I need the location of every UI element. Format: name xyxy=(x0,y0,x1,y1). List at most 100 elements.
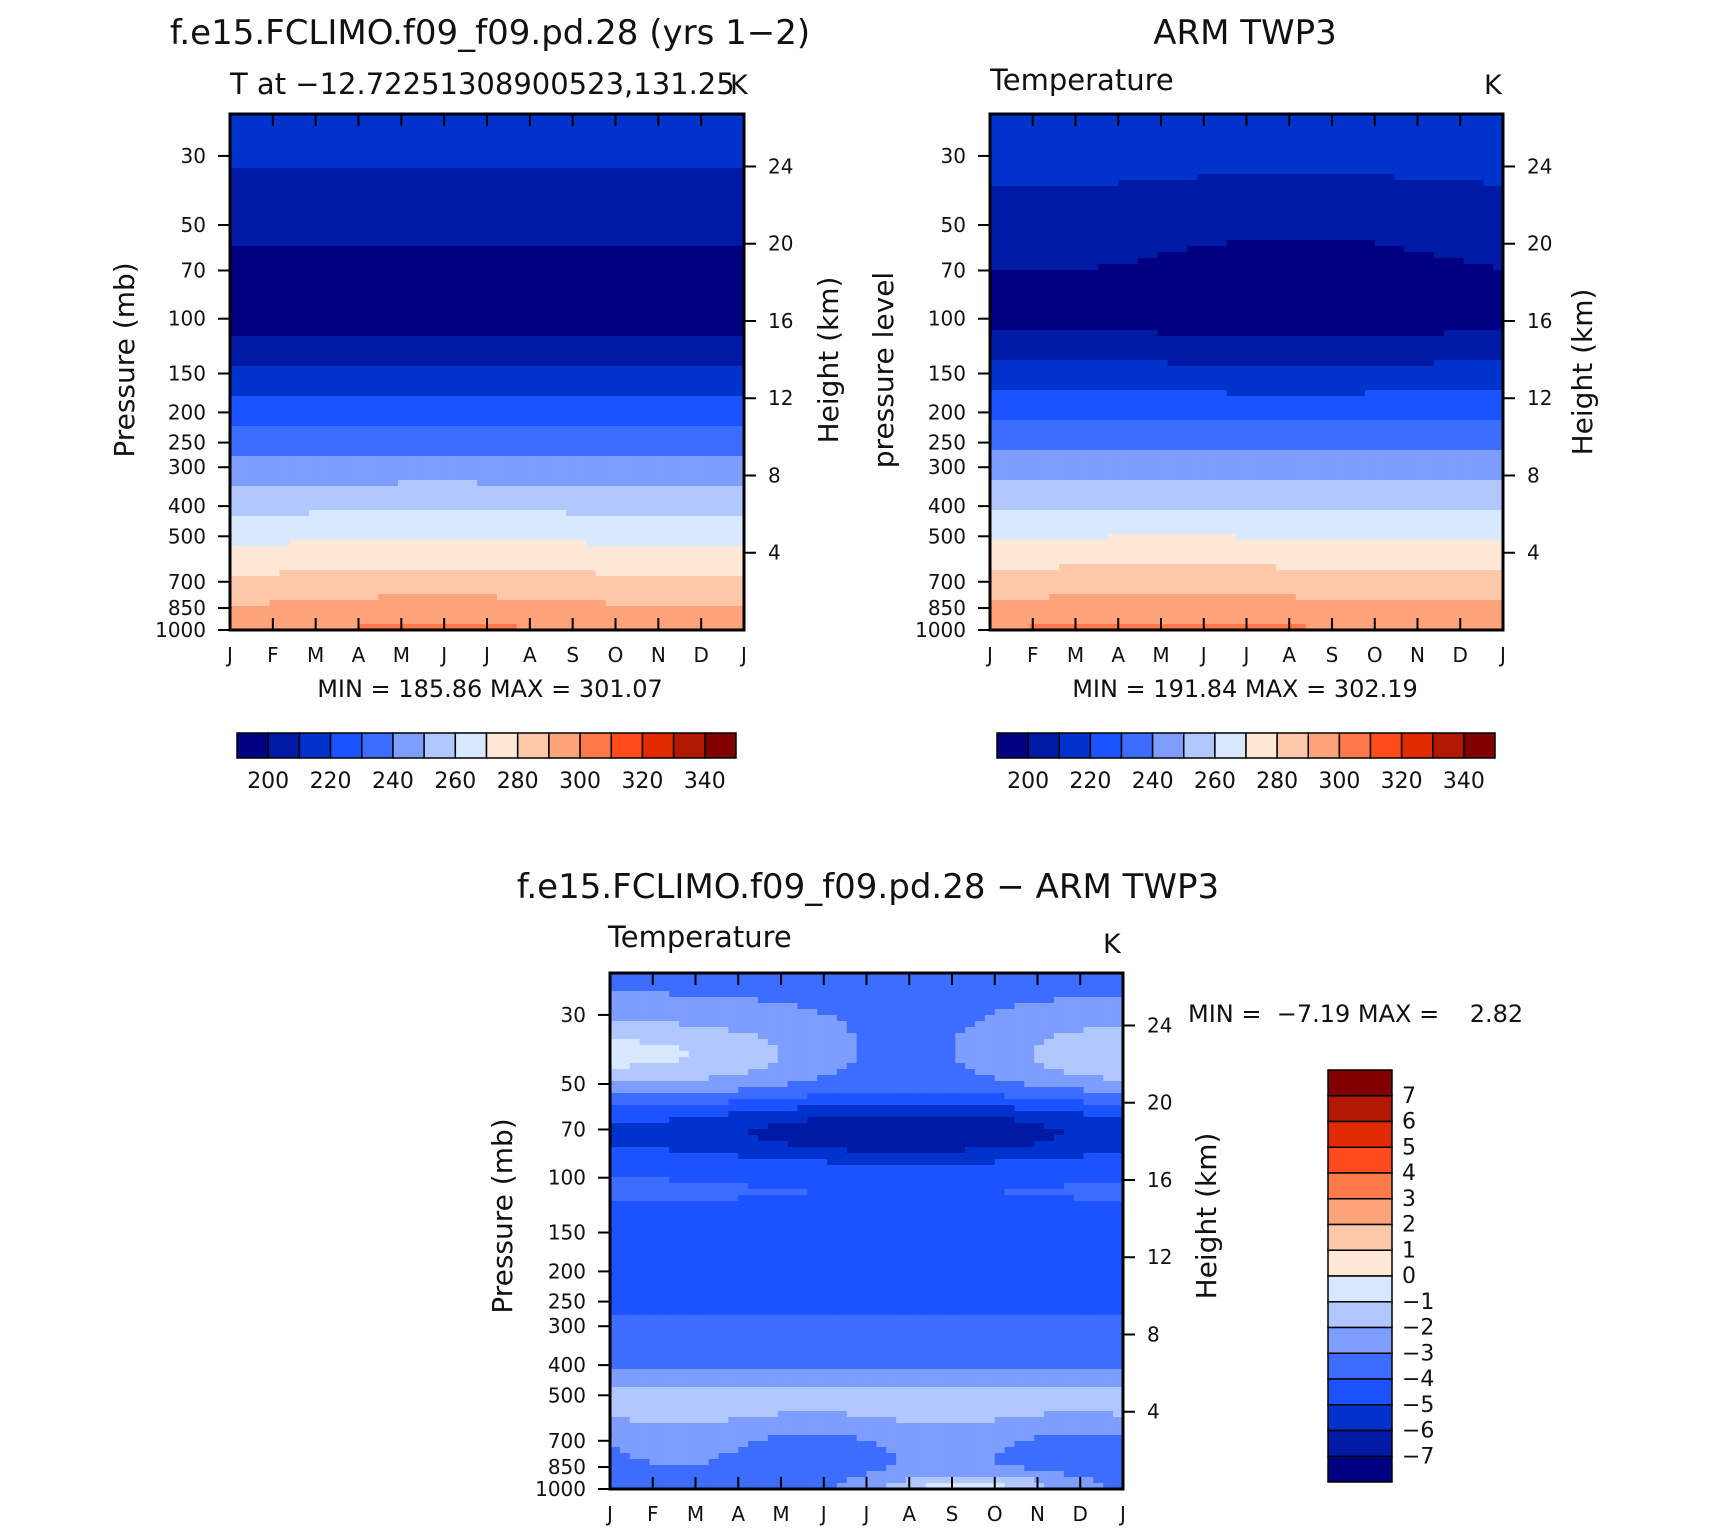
contour-cell xyxy=(477,270,487,277)
contour-cell xyxy=(438,408,448,415)
contour-cell xyxy=(309,354,319,361)
contour-cell xyxy=(378,210,388,217)
contour-cell xyxy=(378,276,388,283)
contour-cell xyxy=(625,462,635,469)
contour-cell xyxy=(230,474,240,481)
contour-cell xyxy=(368,444,378,451)
contour-cell xyxy=(378,282,388,289)
contour-cell xyxy=(527,144,537,151)
contour-cell xyxy=(556,168,566,175)
contour-cell xyxy=(1138,144,1148,151)
contour-cell xyxy=(438,180,448,187)
contour-cell xyxy=(586,270,596,277)
contour-cell xyxy=(349,294,359,301)
contour-cell xyxy=(566,348,576,355)
contour-cell xyxy=(359,216,369,223)
contour-cell xyxy=(240,264,250,271)
contour-cell xyxy=(616,474,626,481)
contour-cell xyxy=(368,324,378,331)
contour-cell xyxy=(309,348,319,355)
contour-cell xyxy=(418,288,428,295)
contour-cell xyxy=(675,306,685,313)
contour-cell xyxy=(635,510,645,517)
contour-cell xyxy=(438,474,448,481)
contour-cell xyxy=(368,210,378,217)
contour-cell xyxy=(418,396,428,403)
contour-cell xyxy=(388,420,398,427)
contour-cell xyxy=(467,330,477,337)
contour-cell xyxy=(556,402,566,409)
contour-cell xyxy=(388,138,398,145)
contour-cell xyxy=(329,510,339,517)
contour-cell xyxy=(359,600,369,607)
contour-cell xyxy=(368,438,378,445)
contour-cell xyxy=(457,546,467,553)
contour-cell xyxy=(507,558,517,565)
contour-cell xyxy=(339,420,349,427)
contour-cell xyxy=(349,150,359,157)
contour-cell xyxy=(527,216,537,223)
contour-cell xyxy=(299,210,309,217)
contour-cell xyxy=(714,162,724,169)
contour-cell xyxy=(655,366,665,373)
contour-cell xyxy=(339,558,349,565)
contour-cell xyxy=(645,138,655,145)
colorbar-box xyxy=(237,733,268,758)
contour-cell xyxy=(270,222,280,229)
contour-cell xyxy=(289,336,299,343)
contour-cell xyxy=(586,174,596,181)
contour-cell xyxy=(339,258,349,265)
contour-cell xyxy=(566,240,576,247)
contour-cell xyxy=(556,588,566,595)
contour-cell xyxy=(645,198,655,205)
contour-cell xyxy=(645,246,655,253)
contour-cell xyxy=(1247,126,1257,133)
contour-cell xyxy=(457,576,467,583)
contour-cell xyxy=(388,474,398,481)
contour-cell xyxy=(625,570,635,577)
contour-cell xyxy=(586,570,596,577)
contour-cell xyxy=(576,288,586,295)
contour-cell xyxy=(675,348,685,355)
contour-cell xyxy=(536,330,546,337)
contour-cell xyxy=(398,294,408,301)
contour-cell xyxy=(704,132,714,139)
contour-cell xyxy=(260,426,270,433)
contour-cell xyxy=(616,216,626,223)
contour-cell xyxy=(309,138,319,145)
contour-cell xyxy=(714,498,724,505)
contour-cell xyxy=(457,402,467,409)
contour-cell xyxy=(566,276,576,283)
contour-cell xyxy=(230,378,240,385)
contour-cell xyxy=(447,588,457,595)
contour-cell xyxy=(527,222,537,229)
contour-cell xyxy=(428,156,438,163)
contour-cell xyxy=(517,258,527,265)
contour-cell xyxy=(408,552,418,559)
contour-cell xyxy=(655,246,665,253)
contour-cell xyxy=(1128,120,1138,127)
contour-cell xyxy=(724,306,734,313)
contour-cell xyxy=(566,402,576,409)
contour-cell xyxy=(240,504,250,511)
contour-fill xyxy=(230,114,745,631)
contour-cell xyxy=(250,402,260,409)
contour-cell xyxy=(260,186,270,193)
contour-cell xyxy=(398,474,408,481)
contour-cell xyxy=(1404,150,1414,157)
contour-cell xyxy=(606,342,616,349)
contour-cell xyxy=(724,510,734,517)
contour-cell xyxy=(536,444,546,451)
contour-cell xyxy=(576,252,586,259)
contour-cell xyxy=(329,216,339,223)
contour-cell xyxy=(230,384,240,391)
contour-cell xyxy=(576,360,586,367)
contour-cell xyxy=(260,246,270,253)
contour-cell xyxy=(230,186,240,193)
colorbar-box xyxy=(424,733,455,758)
contour-cell xyxy=(507,594,517,601)
contour-cell xyxy=(467,216,477,223)
contour-cell xyxy=(299,390,309,397)
contour-cell xyxy=(368,462,378,469)
